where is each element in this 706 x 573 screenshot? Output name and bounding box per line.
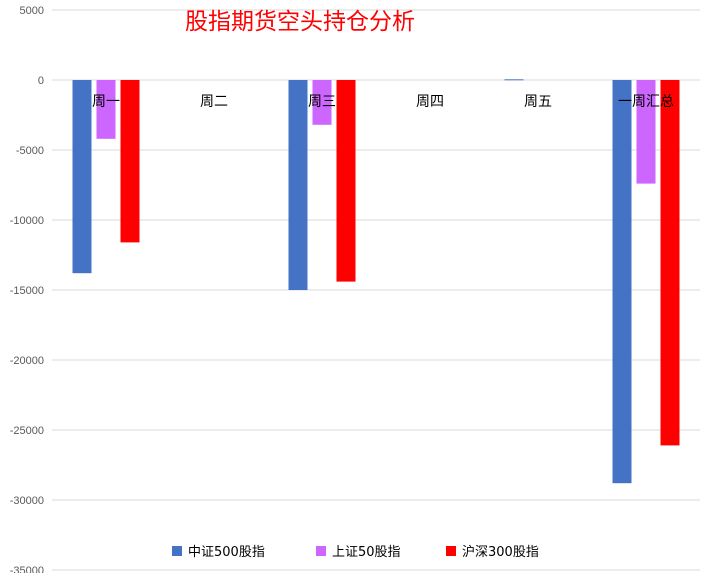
- y-tick-label: 5000: [20, 5, 44, 17]
- x-tick-label: 周一: [92, 94, 120, 110]
- gridlines: [52, 9, 700, 571]
- legend-label: 沪深300股指: [462, 544, 539, 560]
- x-tick-label: 一周汇总: [618, 94, 674, 110]
- x-axis-labels: 周一 周二 周三 周四 周五 一周汇总: [92, 94, 674, 110]
- legend-label: 上证50股指: [332, 545, 401, 560]
- bar: [636, 80, 656, 184]
- legend-label: 中证500股指: [188, 545, 265, 560]
- bar: [612, 80, 632, 484]
- y-tick-label: 0: [38, 75, 44, 87]
- x-tick-label: 周二: [200, 94, 228, 110]
- bars: [72, 79, 680, 484]
- chart-title: 股指期货空头持仓分析: [185, 9, 415, 35]
- bar: [120, 80, 140, 243]
- y-tick-label: -35000: [10, 565, 44, 573]
- bar: [96, 80, 116, 139]
- x-tick-label: 周三: [308, 94, 336, 110]
- x-tick-label: 周四: [416, 94, 444, 110]
- y-axis: 5000 0 -5000 -10000 -15000 -20000 -25000 -30000…: [10, 5, 44, 573]
- legend-swatch: [172, 546, 182, 556]
- y-tick-label: -25000: [10, 425, 44, 437]
- bar: [72, 80, 92, 274]
- y-tick-label: -20000: [10, 355, 44, 367]
- x-tick-label: 周五: [524, 94, 552, 110]
- y-tick-label: -30000: [10, 495, 44, 507]
- y-tick-label: -15000: [10, 285, 44, 297]
- bar: [336, 80, 356, 282]
- bar: [504, 79, 524, 81]
- y-tick-label: -10000: [10, 215, 44, 227]
- legend: 中证500股指 上证50股指 沪深300股指: [172, 544, 539, 560]
- bar: [660, 80, 680, 446]
- legend-swatch: [446, 546, 456, 556]
- bar: [312, 80, 332, 125]
- y-tick-label: -5000: [16, 145, 44, 157]
- legend-swatch: [316, 546, 326, 556]
- bar: [288, 80, 308, 290]
